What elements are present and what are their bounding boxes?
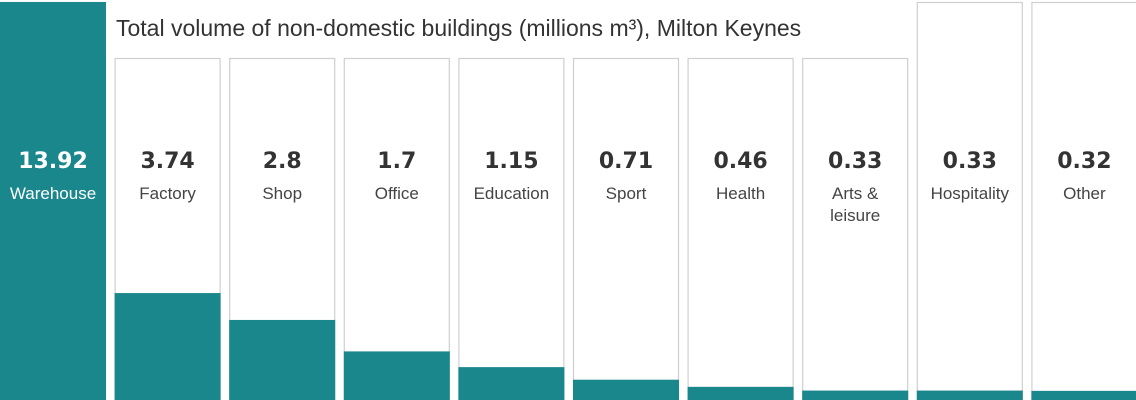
column-frame	[458, 57, 565, 400]
category-label: Arts & leisure	[830, 184, 880, 225]
bar	[573, 379, 679, 400]
column-frame	[572, 57, 680, 400]
category-label: Office	[375, 184, 419, 203]
column-frame	[343, 57, 450, 400]
labels: 13.92 Warehouse 3.74 Factory 2.8 Shop 1.7 Offic…	[10, 149, 1112, 225]
column-frame	[1031, 1, 1136, 400]
category-label: Hospitality	[931, 184, 1010, 203]
title-background	[106, 0, 906, 56]
data-label: 1.15	[484, 149, 538, 174]
data-label: 0.33	[943, 149, 997, 174]
column-frame	[802, 57, 909, 400]
data-label: 2.8	[263, 149, 302, 174]
bar	[343, 351, 450, 400]
chart-title: Total volume of non-domestic buildings (…	[116, 15, 801, 41]
column-frame	[687, 57, 794, 400]
category-label: Shop	[262, 184, 302, 203]
bar	[1031, 390, 1136, 400]
data-label: 0.32	[1057, 149, 1111, 174]
data-label: 0.33	[828, 149, 882, 174]
bar	[229, 319, 336, 400]
bar	[916, 390, 1023, 400]
bar	[0, 2, 106, 400]
category-label: Sport	[606, 184, 647, 203]
data-label: 0.71	[599, 149, 653, 174]
bar	[802, 390, 909, 400]
data-label: 3.74	[140, 149, 194, 174]
column-frame	[916, 1, 1023, 400]
category-label: Health	[716, 184, 765, 203]
data-label: 1.7	[377, 149, 416, 174]
category-label: Other	[1063, 184, 1106, 203]
data-label: 0.46	[713, 149, 767, 174]
column-frame	[114, 57, 221, 400]
category-label: Factory	[139, 184, 196, 203]
bar	[687, 386, 794, 400]
column-frame	[229, 57, 336, 400]
category-label: Warehouse	[10, 184, 96, 203]
bar	[458, 367, 565, 400]
data-label: 13.92	[18, 149, 88, 174]
bar	[114, 293, 221, 400]
category-label: Education	[474, 184, 550, 203]
